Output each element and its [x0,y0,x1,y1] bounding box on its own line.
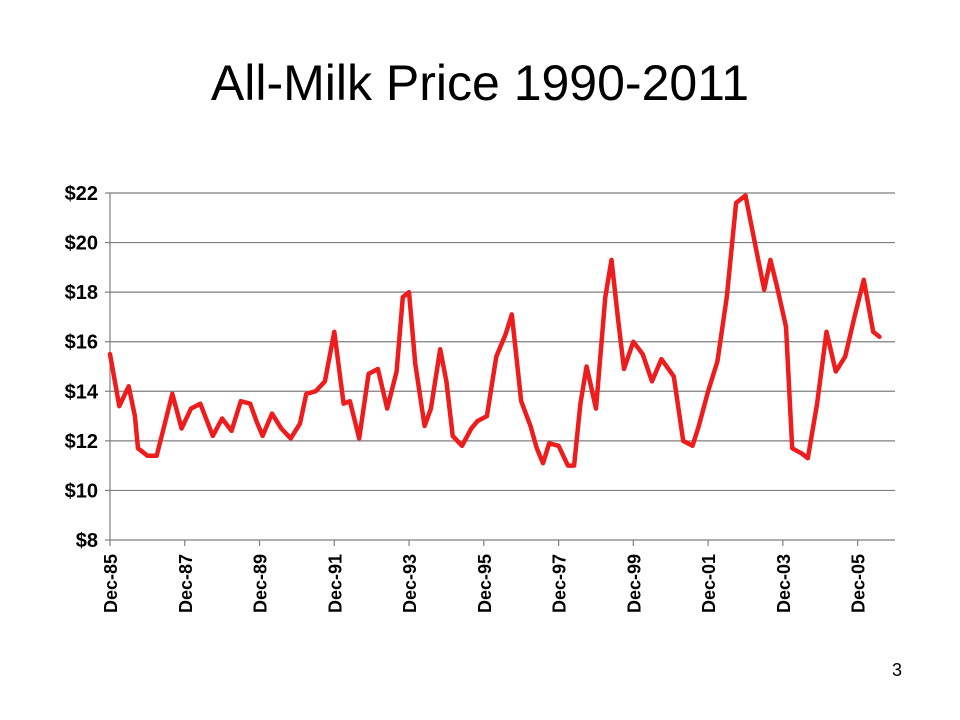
y-tick-label: $18 [65,282,98,304]
page-number: 3 [891,660,902,680]
x-tick-label: Dec-01 [699,554,719,613]
x-tick-label: Dec-99 [624,554,644,613]
x-tick-label: Dec-05 [849,554,869,613]
axes [105,192,859,546]
y-tick-labels: $8 $10 $12 $14 $16 $18 $20 $22 [65,183,99,552]
x-tick-labels: Dec-85 Dec-87 Dec-89 Dec-91 Dec-93 Dec-95 Dec-… [101,554,869,613]
x-tick-label: Dec-03 [774,554,794,613]
y-tick-label: $16 [65,332,98,354]
x-tick-label: Dec-97 [550,554,570,613]
y-tick-label: $10 [65,480,98,502]
y-tick-label: $8 [76,530,98,552]
slide-title: All-Milk Price 1990-2011 [210,55,750,111]
x-tick-label: Dec-95 [475,554,495,613]
x-tick-label: Dec-91 [325,554,345,613]
series-line [107,193,882,468]
x-tick-label: Dec-85 [101,554,121,613]
x-tick-label: Dec-89 [251,554,271,613]
y-tick-label: $22 [65,183,98,205]
y-tick-label: $20 [65,233,98,255]
series-lines [107,193,882,468]
y-tick-label: $14 [65,381,99,403]
y-tick-label: $12 [65,431,98,453]
x-tick-label: Dec-93 [400,554,420,613]
gridlines [110,192,895,541]
x-tick-label: Dec-87 [176,554,196,613]
